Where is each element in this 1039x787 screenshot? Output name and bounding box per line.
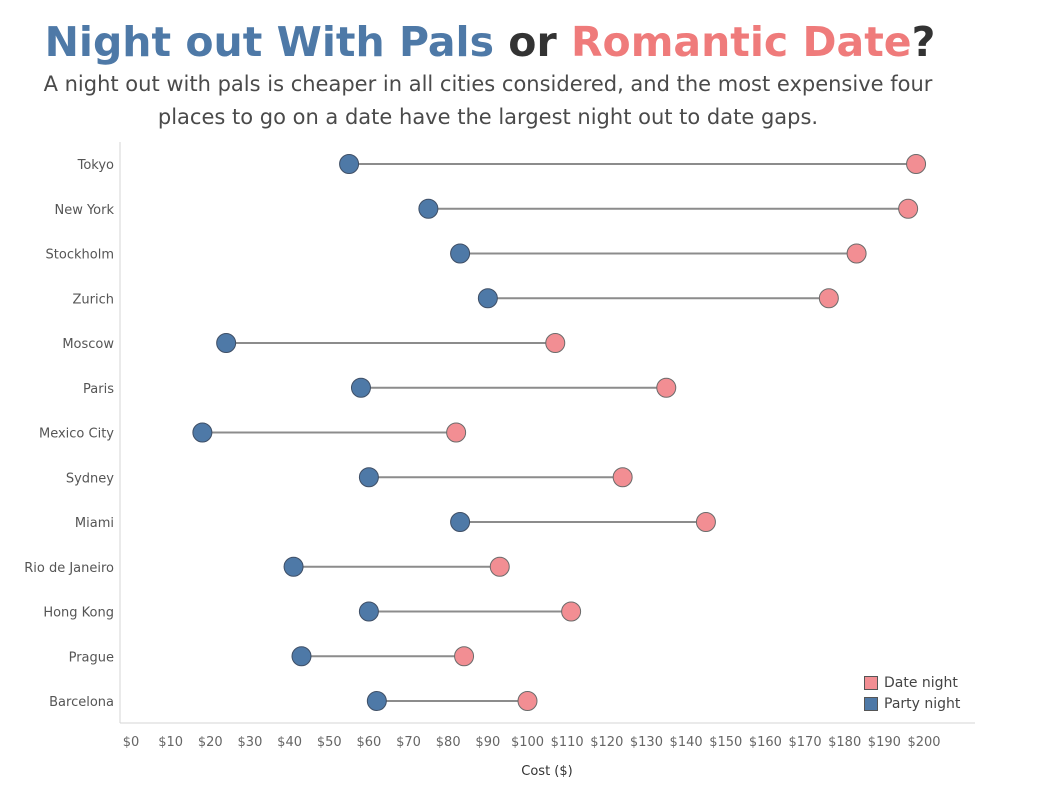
- party-night-dot: [358, 601, 379, 622]
- city-row: Tokyo: [77, 154, 927, 174]
- party-night-dot: [192, 422, 213, 443]
- city-label: Barcelona: [49, 695, 114, 710]
- x-tick-label: $160: [749, 735, 782, 750]
- subtitle-line-1: A night out with pals is cheaper in all …: [43, 72, 933, 96]
- x-tick-label: $110: [551, 735, 584, 750]
- date-night-dot: [818, 288, 839, 309]
- city-row: Moscow: [62, 333, 566, 353]
- date-night-dot: [454, 646, 475, 667]
- city-row: Rio de Janeiro: [24, 556, 510, 577]
- x-tick-label: $60: [356, 735, 381, 750]
- title-part-question: ?: [911, 18, 936, 66]
- x-tick-label: $70: [396, 735, 421, 750]
- x-tick-label: $10: [158, 735, 183, 750]
- legend-swatch-date: [864, 675, 878, 690]
- x-tick-label: $50: [317, 735, 342, 750]
- city-row: Hong Kong: [43, 601, 582, 622]
- party-night-dot: [358, 467, 379, 488]
- date-night-dot: [906, 154, 927, 174]
- title-part-or: or: [494, 18, 571, 66]
- x-tick-label: $30: [238, 735, 263, 750]
- x-tick-label: $180: [828, 735, 861, 750]
- subtitle-line-2: places to go on a date have the largest …: [157, 105, 819, 129]
- party-night-dot: [418, 198, 439, 219]
- city-row: Barcelona: [49, 691, 538, 711]
- chart-subtitle: A night out with pals is cheaper in all …: [0, 68, 976, 134]
- legend-swatch-party: [864, 696, 878, 711]
- party-night-dot: [450, 243, 471, 264]
- chart-title: Night out With Pals or Romantic Date?: [0, 14, 980, 70]
- city-row: Sydney: [66, 467, 633, 488]
- x-tick-label: $80: [436, 735, 461, 750]
- city-row: Stockholm: [46, 243, 867, 264]
- date-night-dot: [561, 601, 582, 622]
- legend-item-date: Date night: [864, 672, 960, 693]
- party-night-dot: [450, 512, 471, 532]
- city-label: Miami: [75, 516, 114, 531]
- date-night-dot: [446, 422, 467, 443]
- x-axis-ticks: $0 $10 $20 $30 $40 $50 $60 $70 $80 $90 $100 $110 $12…: [123, 735, 941, 750]
- party-night-dot: [366, 691, 387, 711]
- date-night-dot: [612, 467, 633, 488]
- date-night-dot: [517, 691, 538, 711]
- party-night-dot: [350, 377, 371, 398]
- city-row: Miami: [75, 512, 716, 532]
- x-tick-label: $0: [123, 735, 140, 750]
- city-row: Zurich: [73, 288, 839, 309]
- city-label: Prague: [69, 650, 114, 665]
- date-night-dot: [489, 556, 510, 577]
- city-row: Paris: [83, 377, 677, 398]
- x-axis-label: Cost ($): [521, 764, 572, 779]
- date-night-dot: [695, 512, 716, 532]
- x-tick-label: $40: [277, 735, 302, 750]
- legend-label-party: Party night: [884, 695, 961, 712]
- city-label: Rio de Janeiro: [24, 561, 114, 576]
- x-tick-label: $170: [789, 735, 822, 750]
- party-night-dot: [216, 333, 237, 353]
- city-row: Prague: [69, 646, 475, 667]
- city-label: Hong Kong: [43, 606, 114, 621]
- x-tick-label: $20: [198, 735, 223, 750]
- date-night-dot: [545, 333, 566, 353]
- city-label: Mexico City: [39, 427, 114, 442]
- city-row: New York: [54, 198, 919, 219]
- x-tick-label: $100: [511, 735, 544, 750]
- party-night-dot: [477, 288, 498, 309]
- city-label: Moscow: [62, 337, 114, 352]
- title-part-pals: Night out With Pals: [44, 18, 495, 66]
- chart-rows: Tokyo New York Stockholm Zurich Moscow Paris M…: [24, 154, 927, 711]
- date-night-dot: [898, 198, 919, 219]
- x-tick-label: $120: [590, 735, 623, 750]
- city-label: Tokyo: [77, 158, 114, 173]
- x-tick-label: $190: [868, 735, 901, 750]
- x-tick-label: $140: [670, 735, 703, 750]
- x-tick-label: $90: [475, 735, 500, 750]
- date-night-dot: [656, 377, 677, 398]
- city-row: Mexico City: [39, 422, 467, 443]
- date-night-dot: [846, 243, 867, 264]
- city-label: Sydney: [66, 471, 114, 486]
- legend-label-date: Date night: [884, 674, 958, 691]
- party-night-dot: [291, 646, 312, 667]
- x-tick-label: $200: [907, 735, 940, 750]
- city-label: Zurich: [73, 292, 115, 307]
- x-tick-label: $130: [630, 735, 663, 750]
- chart-axes: [119, 142, 975, 724]
- city-label: New York: [54, 203, 114, 218]
- party-night-dot: [339, 154, 360, 174]
- title-part-date: Romantic Date: [570, 18, 912, 66]
- party-night-dot: [283, 556, 304, 577]
- city-label: Stockholm: [46, 248, 114, 263]
- chart-legend: Date night Party night: [864, 672, 960, 714]
- city-label: Paris: [83, 382, 114, 397]
- x-tick-label: $150: [709, 735, 742, 750]
- legend-item-party: Party night: [864, 693, 960, 714]
